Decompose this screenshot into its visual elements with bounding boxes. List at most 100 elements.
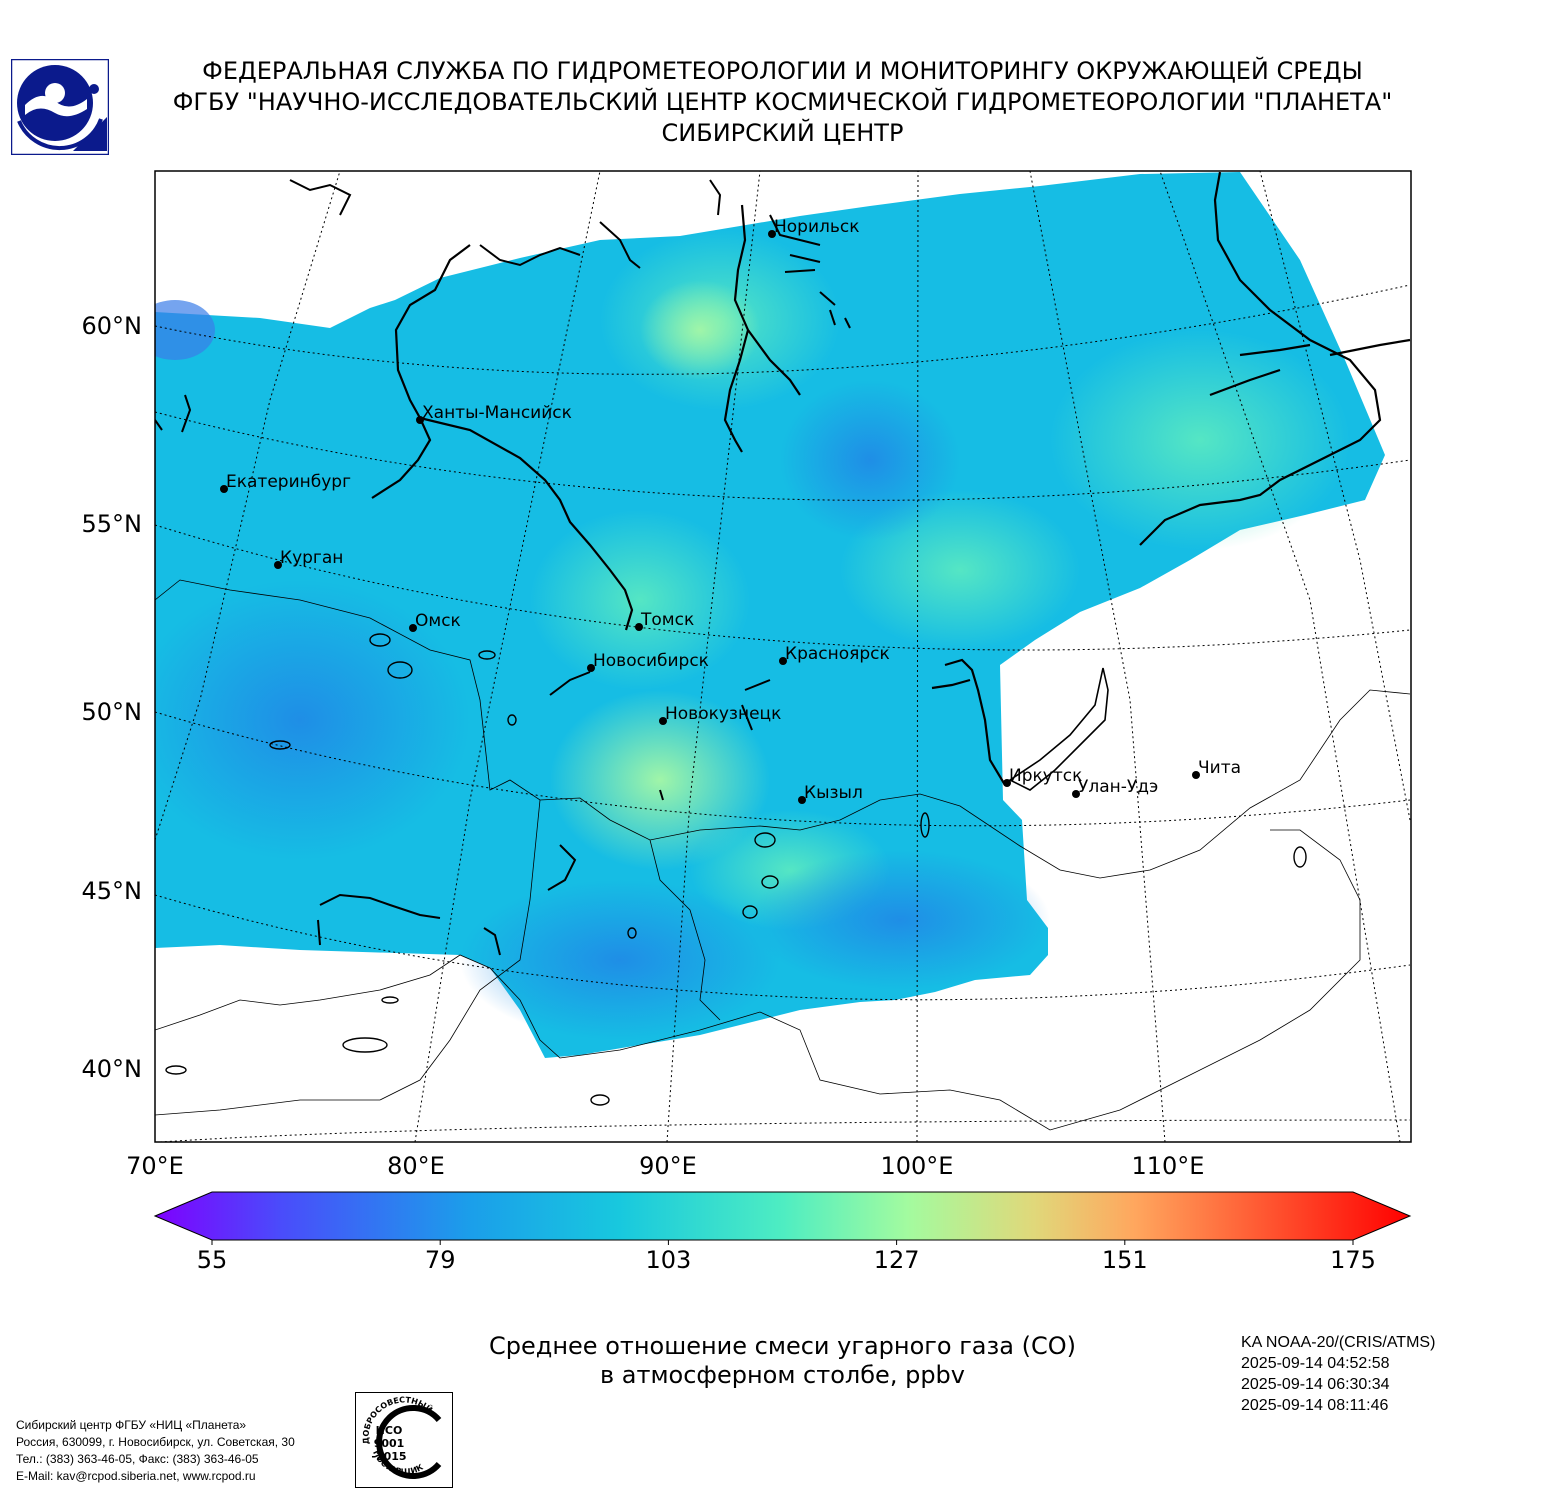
city-marker: Красноярск	[779, 644, 890, 665]
city-markers: Норильск Ханты-Мансийск Екатеринбург Курган…	[220, 217, 1241, 804]
city-label: Томск	[640, 610, 694, 630]
city-label: Омск	[415, 611, 461, 631]
city-marker: Томск	[635, 610, 694, 631]
city-marker: Новокузнецк	[659, 704, 781, 725]
lat-labels: 60°N 55°N 50°N 45°N 40°N	[82, 312, 143, 1083]
border-line	[649, 839, 721, 1021]
lake-baikal	[1008, 667, 1109, 791]
iso-center-2: 9001	[374, 1437, 405, 1450]
river-small	[155, 394, 771, 956]
city-dot	[220, 485, 228, 493]
city-label: Норильск	[774, 217, 860, 237]
city-label: Ханты-Мансийск	[422, 403, 572, 423]
co-field-patch	[1050, 330, 1350, 550]
colorbar-tick-label: 55	[197, 1246, 228, 1274]
satellite-time: 2025-09-14 06:30:34	[1241, 1376, 1390, 1393]
city-label: Красноярск	[785, 644, 890, 664]
border-line	[155, 829, 1361, 1131]
city-marker: Норильск	[768, 217, 860, 238]
header-line-1: ФЕДЕРАЛЬНАЯ СЛУЖБА ПО ГИДРОМЕТЕОРОЛОГИИ …	[202, 57, 1363, 85]
city-dot	[587, 664, 595, 672]
contact-line: Тел.: (383) 363-46-05, Факс: (383) 363-4…	[16, 1452, 259, 1466]
city-marker: Ханты-Мансийск	[416, 403, 572, 424]
map-area	[155, 171, 1411, 1142]
co-field-patch	[780, 380, 960, 540]
caption: Среднее отношение смеси угарного газа (C…	[420, 1332, 1145, 1390]
city-dot	[659, 717, 667, 725]
map-frame	[154, 170, 1412, 1143]
co-field-patch	[530, 510, 750, 690]
city-dot	[798, 796, 806, 804]
co-field-patch	[750, 850, 1050, 990]
lon-label: 100°E	[881, 1152, 954, 1180]
header-line-2: ФГБУ "НАУЧНО-ИССЛЕДОВАТЕЛЬСКИЙ ЦЕНТР КОС…	[172, 88, 1393, 116]
river-yenisei	[723, 204, 801, 453]
lon-label: 90°E	[639, 1152, 697, 1180]
co-field-patch	[550, 690, 770, 870]
city-dot	[768, 230, 776, 238]
border-line	[155, 799, 541, 1116]
iso-certificate-icon: ДОБРОСОВЕСТНЫЙ ПОСТАВЩИК ИСО 9001 -2015	[355, 1392, 453, 1488]
lon-label: 80°E	[387, 1152, 445, 1180]
satellite-name: KA NOAA-20/(CRIS/ATMS)	[1241, 1334, 1436, 1351]
city-marker: Омск	[409, 611, 461, 632]
border-line	[155, 579, 1411, 879]
city-label: Иркутск	[1009, 766, 1082, 786]
city-dot	[274, 561, 282, 569]
city-dot	[1072, 790, 1080, 798]
city-dot	[1192, 771, 1200, 779]
iso-center-3: -2015	[371, 1450, 406, 1463]
co-field-patch	[460, 880, 780, 1040]
city-label: Улан-Удэ	[1078, 777, 1158, 797]
city-label: Кызыл	[804, 783, 863, 803]
city-marker: Улан-Удэ	[1072, 777, 1158, 798]
city-label: Курган	[280, 548, 343, 568]
contact-line: Сибирский центр ФГБУ «НИЦ «Планета»	[16, 1418, 247, 1432]
city-marker: Кызыл	[798, 783, 863, 804]
header: ФЕДЕРАЛЬНАЯ СЛУЖБА ПО ГИДРОМЕТЕОРОЛОГИИ …	[120, 56, 1445, 149]
co-field-patch	[155, 580, 470, 860]
city-label: Екатеринбург	[226, 472, 351, 492]
contact-line: E-Mail: kav@rcpod.siberia.net, www.rcpod…	[16, 1469, 256, 1483]
city-label: Чита	[1198, 758, 1241, 778]
river-angara	[931, 658, 1006, 786]
satellite-time: 2025-09-14 04:52:58	[1241, 1355, 1390, 1372]
coast-north	[289, 179, 851, 329]
header-line-3: СИБИРСКИЙ ЦЕНТР	[661, 119, 904, 147]
lat-label: 60°N	[82, 312, 143, 340]
city-marker: Чита	[1192, 758, 1241, 779]
colorbar-tick-label: 127	[874, 1246, 920, 1274]
lon-label: 110°E	[1132, 1152, 1205, 1180]
colorbar-tick-label: 79	[425, 1246, 456, 1274]
co-field-patch	[155, 300, 215, 360]
city-dot	[779, 657, 787, 665]
city-marker: Екатеринбург	[220, 472, 351, 493]
city-dot	[416, 416, 424, 424]
colorbar	[153, 1191, 1412, 1241]
lakes	[165, 633, 1307, 1106]
colorbar-ticks: 55 79 103 127 151 175	[197, 1240, 1376, 1274]
iso-center-1: ИСО	[376, 1424, 403, 1437]
city-dot	[1003, 779, 1011, 787]
co-field-patch	[640, 280, 760, 380]
colorbar-tick-label: 151	[1102, 1246, 1148, 1274]
contact-line: Россия, 630099, г. Новосибирск, ул. Сове…	[16, 1435, 295, 1449]
city-label: Новосибирск	[593, 651, 709, 671]
lon-label: 70°E	[126, 1152, 184, 1180]
lat-label: 50°N	[82, 698, 143, 726]
planeta-logo-icon	[11, 59, 109, 155]
caption-line-1: Среднее отношение смеси угарного газа (C…	[489, 1332, 1076, 1360]
colorbar-tick-label: 175	[1330, 1246, 1376, 1274]
city-label: Новокузнецк	[665, 704, 781, 724]
colorbar-tick-label: 103	[645, 1246, 691, 1274]
city-marker: Новосибирск	[587, 651, 709, 672]
lat-label: 45°N	[82, 877, 143, 905]
city-marker: Иркутск	[1003, 766, 1082, 787]
city-dot	[409, 624, 417, 632]
caption-line-2: в атмосферном столбе, ppbv	[599, 1361, 965, 1389]
lat-label: 40°N	[82, 1055, 143, 1083]
city-marker: Курган	[274, 548, 343, 569]
satellite-time: 2025-09-14 08:11:46	[1241, 1397, 1389, 1414]
satellite-info: KA NOAA-20/(CRIS/ATMS) 2025-09-14 04:52:…	[1241, 1332, 1435, 1416]
